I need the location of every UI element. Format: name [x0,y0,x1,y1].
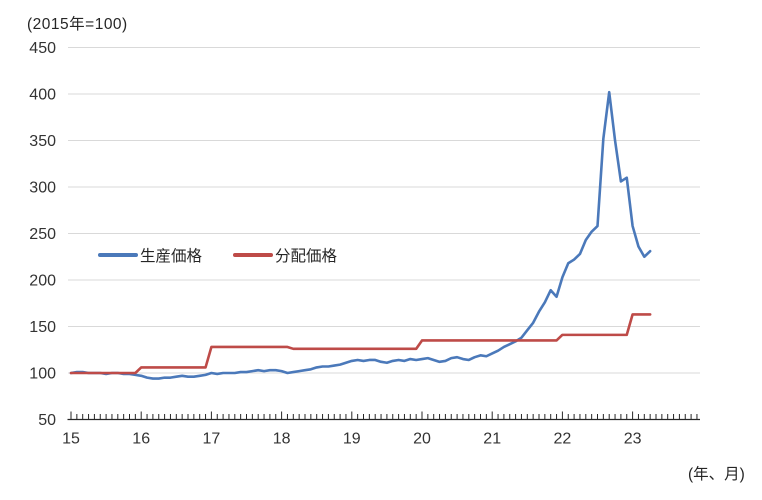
x-tick-label-17: 17 [203,430,221,447]
legend-item-distribution-price: 分配価格 [233,244,337,266]
y-tick-label-450: 450 [29,40,56,57]
y-tick-label-400: 400 [29,87,56,104]
x-tick-label-19: 19 [343,430,361,447]
legend-label-production-price: 生産価格 [140,248,203,265]
x-tick-label-22: 22 [554,430,572,447]
series-line-production-price [69,90,652,380]
y-tick-label-100: 100 [29,366,56,383]
legend: 生産価格 分配価格 [98,244,337,266]
y-axis-labels: 450 400 350 300 250 200 150 100 50 [29,40,56,429]
y-tick-label-300: 300 [29,180,56,197]
y-tick-label-200: 200 [29,273,56,290]
x-tick-label-23: 23 [624,430,642,447]
y-tick-label-50: 50 [38,412,56,429]
x-tick-label-18: 18 [273,430,291,447]
x-tick-label-16: 16 [132,430,150,447]
y-tick-label-250: 250 [29,226,56,243]
x-axis-month-ticks [70,411,698,420]
gridlines [68,47,700,374]
y-tick-label-150: 150 [29,319,56,336]
x-axis-unit-label: (年、月) [688,466,745,483]
legend-label-distribution-price: 分配価格 [275,248,338,265]
x-tick-label-15: 15 [62,430,80,447]
y-tick-label-350: 350 [29,133,56,150]
legend-line-distribution-price [233,253,274,257]
x-tick-label-20: 20 [413,430,431,447]
legend-item-production-price: 生産価格 [98,244,202,266]
x-tick-label-21: 21 [483,430,501,447]
x-axis-year-labels: 15 16 17 18 19 20 21 22 23 [62,430,641,447]
y-axis-unit-label: (2015年=100) [27,16,128,33]
series-line-distribution-price [69,313,652,375]
legend-line-production-price [98,253,138,257]
